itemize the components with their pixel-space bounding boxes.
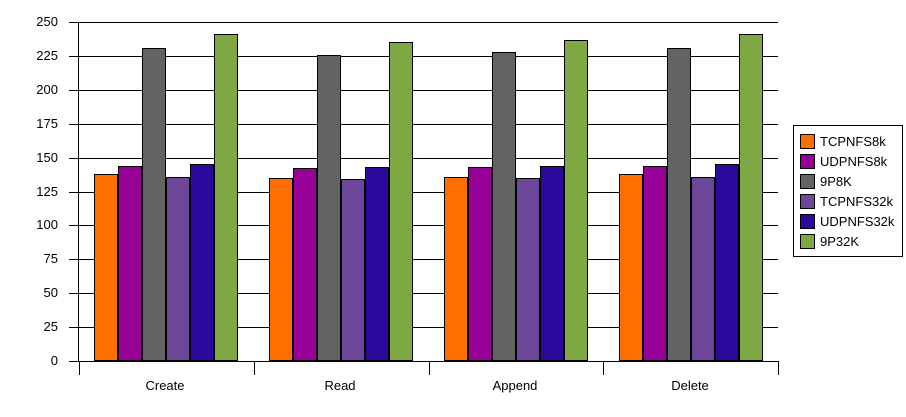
legend-swatch-tcpnfs32k (800, 193, 815, 209)
gridline-100 (79, 225, 778, 226)
bar-tcpnfs8k-append (444, 177, 468, 361)
legend-item-9p8k: 9P8K (800, 171, 894, 191)
gridline-150 (79, 158, 778, 159)
gridline-250 (79, 22, 778, 23)
legend-item-udpnfs32k: UDPNFS32k (800, 211, 894, 231)
bar-udpnfs32k-append (540, 166, 564, 361)
y-axis-label-175: 175 (36, 116, 58, 131)
y-axis-tick-0 (69, 361, 79, 362)
y-axis-tick-200 (69, 90, 79, 91)
x-axis-tick-0 (79, 361, 80, 375)
x-axis-label-create: Create (145, 378, 185, 393)
bar-udpnfs8k-create (118, 166, 142, 361)
y-axis-tick-250 (69, 22, 79, 23)
bar-9p32k-create (214, 34, 238, 361)
legend-swatch-9p32k (800, 233, 815, 249)
gridline-175 (79, 124, 778, 125)
bar-tcpnfs8k-create (94, 174, 118, 361)
legend-item-tcpnfs32k: TCPNFS32k (800, 191, 894, 211)
gridline-225 (79, 56, 778, 57)
y-axis-label-75: 75 (43, 251, 58, 266)
legend-label-tcpnfs8k: TCPNFS8k (820, 133, 886, 149)
y-axis-tick-25 (69, 327, 79, 328)
bar-tcpnfs8k-read (269, 178, 293, 361)
x-axis-tick-2 (429, 361, 430, 375)
y-axis-label-100: 100 (36, 217, 58, 232)
y-axis-tick-225 (69, 56, 79, 57)
legend-swatch-udpnfs32k (800, 213, 815, 229)
legend-swatch-tcpnfs8k (800, 133, 815, 149)
legend-item-tcpnfs8k: TCPNFS8k (800, 131, 894, 151)
y-axis-label-200: 200 (36, 82, 58, 97)
plot-area (69, 22, 779, 375)
bar-9p8k-append (492, 52, 516, 361)
legend-label-tcpnfs32k: TCPNFS32k (820, 193, 893, 209)
y-axis-tick-175 (69, 124, 79, 125)
bar-udpnfs8k-delete (643, 166, 667, 361)
y-axis-tick-75 (69, 259, 79, 260)
y-axis-tick-50 (69, 293, 79, 294)
bar-udpnfs32k-delete (715, 164, 739, 361)
y-axis-tick-100 (69, 225, 79, 226)
x-axis-label-append: Append (492, 378, 538, 393)
y-axis-label-150: 150 (36, 150, 58, 165)
bar-udpnfs32k-read (365, 167, 389, 361)
legend-label-9p32k: 9P32K (820, 233, 860, 249)
bar-tcpnfs32k-create (166, 177, 190, 361)
y-axis-tick-150 (69, 158, 79, 159)
bar-udpnfs32k-create (190, 164, 214, 361)
x-axis-label-read: Read (324, 378, 356, 393)
bar-tcpnfs8k-delete (619, 174, 643, 361)
y-axis-label-125: 125 (36, 184, 58, 199)
x-axis-tick-1 (254, 361, 255, 375)
bar-udpnfs8k-append (468, 167, 492, 361)
y-axis-label-25: 25 (43, 319, 58, 334)
bar-9p8k-read (317, 55, 341, 361)
y-axis-label-250: 250 (36, 14, 58, 29)
bar-tcpnfs32k-read (341, 179, 365, 361)
bar-9p32k-append (564, 40, 588, 361)
legend: TCPNFS8k UDPNFS8k 9P8K TCPNFS32k UDPNFS32k 9P… (793, 125, 904, 257)
x-axis-tick-3 (603, 361, 604, 375)
y-axis-label-225: 225 (36, 48, 58, 63)
bar-tcpnfs32k-delete (691, 177, 715, 361)
bar-9p8k-delete (667, 48, 691, 361)
legend-swatch-udpnfs8k (800, 153, 815, 169)
bar-9p32k-delete (739, 34, 763, 361)
gridline-50 (79, 293, 778, 294)
bar-9p8k-create (142, 48, 166, 361)
bar-udpnfs8k-read (293, 168, 317, 361)
bar-tcpnfs32k-append (516, 178, 540, 361)
bar-9p32k-read (389, 42, 413, 361)
y-axis-label-50: 50 (43, 285, 58, 300)
y-axis-label-0: 0 (50, 353, 58, 368)
gridline-200 (79, 90, 778, 91)
gridline-125 (79, 192, 778, 193)
legend-label-udpnfs8k: UDPNFS8k (820, 153, 888, 169)
x-axis-tick-4 (778, 361, 779, 375)
legend-label-udpnfs32k: UDPNFS32k (820, 213, 895, 229)
gridline-75 (79, 259, 778, 260)
legend-swatch-9p8k (800, 173, 815, 189)
y-axis-tick-125 (69, 192, 79, 193)
legend-item-udpnfs8k: UDPNFS8k (800, 151, 894, 171)
gridline-25 (79, 327, 778, 328)
legend-item-9p32k: 9P32K (800, 231, 894, 251)
legend-label-9p8k: 9P8K (820, 173, 852, 189)
x-axis-label-delete: Delete (671, 378, 709, 393)
